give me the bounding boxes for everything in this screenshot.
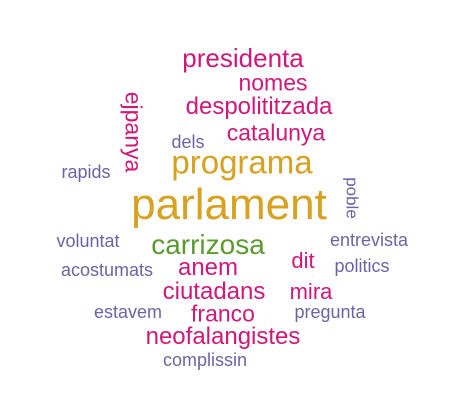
word-despolititzada: despolititzada: [185, 93, 333, 120]
word-nomes: nomes: [238, 69, 308, 96]
word-rapids: rapids: [61, 162, 111, 182]
word-franco: franco: [191, 300, 255, 327]
word-neofalangistes: neofalangistes: [145, 323, 301, 350]
word-estavem: estavem: [93, 302, 163, 322]
word-complissin: complissin: [162, 350, 248, 370]
word-anem: anem: [177, 254, 239, 281]
word-poble: poble: [342, 177, 362, 219]
word-programa: programa: [171, 143, 313, 181]
word-voluntat: voluntat: [56, 231, 120, 251]
word-carrizosa: carrizosa: [151, 229, 265, 260]
word-dels: dels: [171, 132, 205, 152]
word-presidenta: presidenta: [182, 43, 304, 73]
word-pregunta: pregunta: [294, 302, 366, 322]
word-mira: mira: [289, 279, 333, 304]
word-politics: politics: [334, 256, 390, 276]
word-catalunya: catalunya: [226, 119, 326, 146]
word-ciutadans: ciutadans: [162, 278, 266, 305]
word-acostumats: acostumats: [60, 260, 154, 280]
word-ejpanya: ejpanya: [120, 91, 147, 173]
word-entrevista: entrevista: [329, 230, 409, 250]
word-dit: dit: [291, 248, 315, 273]
word-parlament: parlament: [131, 180, 327, 229]
